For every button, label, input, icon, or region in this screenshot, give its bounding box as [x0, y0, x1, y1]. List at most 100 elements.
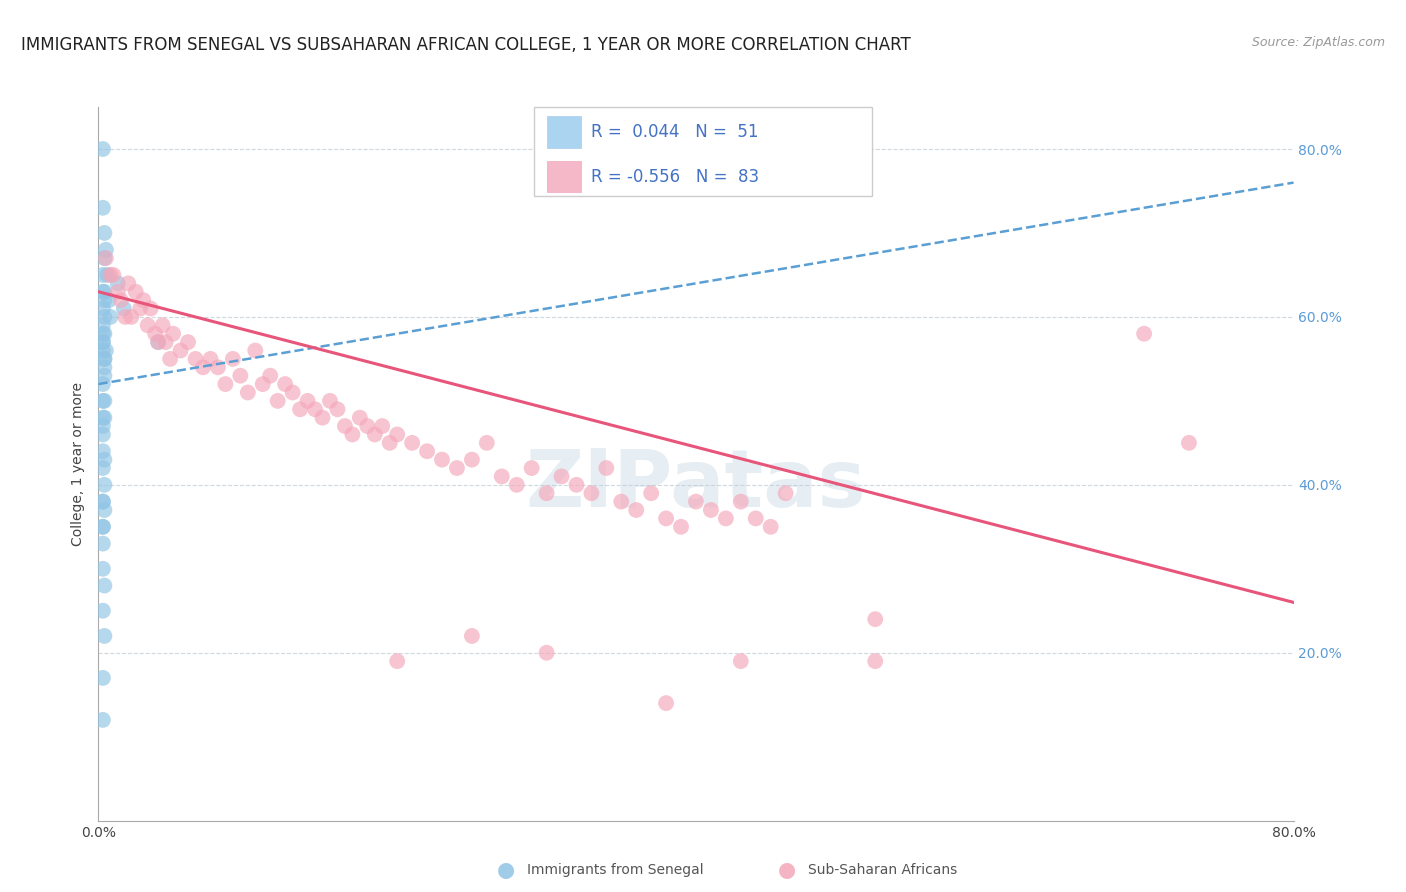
Point — [107, 277, 129, 291]
Text: ZIPatas: ZIPatas — [526, 446, 866, 524]
Point — [132, 293, 155, 307]
Text: Sub-Saharan Africans: Sub-Saharan Africans — [808, 863, 957, 877]
Point — [93, 360, 115, 375]
Point — [93, 368, 115, 383]
Point — [91, 142, 114, 156]
Point — [98, 268, 122, 282]
Point — [1133, 326, 1156, 341]
Point — [177, 335, 200, 350]
Point — [491, 469, 513, 483]
Point — [94, 243, 117, 257]
Point — [304, 402, 326, 417]
Point — [229, 368, 252, 383]
Point — [91, 461, 114, 475]
Point — [281, 385, 304, 400]
Point — [93, 293, 115, 307]
Point — [93, 351, 115, 366]
Point — [759, 520, 782, 534]
Point — [91, 285, 114, 299]
Text: IMMIGRANTS FROM SENEGAL VS SUBSAHARAN AFRICAN COLLEGE, 1 YEAR OR MORE CORRELATIO: IMMIGRANTS FROM SENEGAL VS SUBSAHARAN AF… — [21, 36, 911, 54]
Point — [114, 310, 136, 324]
Point — [364, 427, 387, 442]
Point — [714, 511, 737, 525]
Point — [91, 713, 114, 727]
Point — [155, 335, 177, 350]
Point — [91, 520, 114, 534]
Point — [259, 368, 281, 383]
Point — [356, 419, 378, 434]
Point — [297, 393, 319, 408]
Point — [91, 520, 114, 534]
Point — [550, 469, 572, 483]
Point — [461, 629, 484, 643]
Point — [520, 461, 543, 475]
Point — [222, 351, 245, 366]
Point — [91, 268, 114, 282]
Point — [430, 452, 453, 467]
Point — [371, 419, 394, 434]
Point — [236, 385, 259, 400]
Point — [385, 427, 409, 442]
Point — [93, 310, 115, 324]
Point — [129, 301, 152, 316]
Point — [139, 301, 162, 316]
Point — [745, 511, 768, 525]
Point — [506, 478, 529, 492]
Point — [349, 410, 371, 425]
Point — [865, 654, 887, 668]
Point — [91, 536, 114, 550]
Point — [148, 335, 170, 350]
Point — [91, 419, 114, 434]
Point — [191, 360, 214, 375]
Point — [117, 277, 139, 291]
Text: R = -0.556   N =  83: R = -0.556 N = 83 — [591, 168, 759, 186]
Point — [655, 511, 678, 525]
Point — [96, 268, 118, 282]
Point — [319, 393, 342, 408]
Point — [91, 427, 114, 442]
Point — [730, 654, 752, 668]
Point — [214, 377, 236, 392]
Text: R =  0.044   N =  51: R = 0.044 N = 51 — [591, 123, 758, 141]
Point — [93, 452, 115, 467]
Point — [93, 503, 115, 517]
Point — [143, 326, 166, 341]
Point — [93, 478, 115, 492]
Point — [125, 285, 148, 299]
Point — [91, 318, 114, 333]
Point — [595, 461, 617, 475]
Point — [120, 310, 142, 324]
Point — [1178, 435, 1201, 450]
Point — [93, 393, 115, 408]
Point — [93, 226, 115, 240]
Y-axis label: College, 1 year or more: College, 1 year or more — [72, 382, 86, 546]
Point — [91, 201, 114, 215]
Point — [536, 646, 558, 660]
Point — [267, 393, 290, 408]
Point — [91, 326, 114, 341]
Point — [94, 343, 117, 358]
Point — [865, 612, 887, 626]
Point — [342, 427, 364, 442]
Point — [159, 351, 181, 366]
Point — [184, 351, 207, 366]
Point — [103, 268, 125, 282]
Point — [669, 520, 692, 534]
Point — [93, 629, 115, 643]
Point — [446, 461, 468, 475]
Point — [91, 377, 114, 392]
Point — [288, 402, 311, 417]
Point — [378, 435, 401, 450]
Point — [245, 343, 267, 358]
Point — [91, 335, 114, 350]
Text: ●: ● — [498, 860, 515, 880]
Point — [610, 494, 633, 508]
Text: ●: ● — [779, 860, 796, 880]
Point — [93, 285, 115, 299]
Point — [401, 435, 423, 450]
Point — [110, 293, 132, 307]
Point — [136, 318, 159, 333]
Point — [536, 486, 558, 500]
Point — [98, 310, 122, 324]
Point — [91, 562, 114, 576]
